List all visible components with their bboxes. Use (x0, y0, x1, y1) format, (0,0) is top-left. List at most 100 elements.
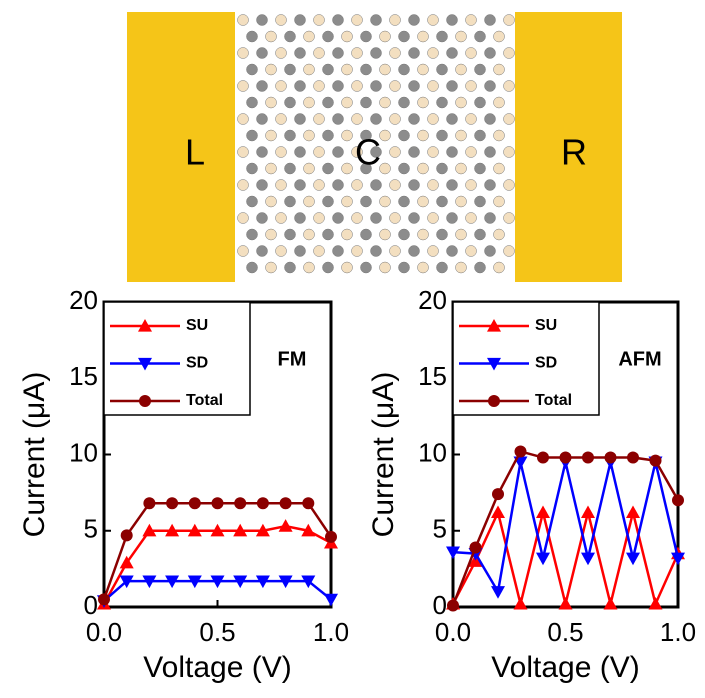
atom (504, 114, 515, 125)
atom (352, 48, 363, 59)
atom (333, 246, 344, 257)
atom (276, 15, 287, 26)
atom (314, 147, 325, 158)
marker (280, 497, 292, 509)
atom (485, 213, 496, 224)
atom (238, 246, 249, 257)
marker (581, 505, 595, 518)
atom (361, 31, 372, 42)
atom (247, 229, 258, 240)
atom (323, 163, 334, 174)
atom (342, 64, 353, 75)
atom (428, 147, 439, 158)
atom (475, 262, 486, 273)
marker (560, 452, 572, 464)
y-axis-title: Current (μA) (18, 372, 51, 538)
atom (276, 81, 287, 92)
marker (279, 519, 293, 532)
marker (672, 494, 684, 506)
legend-box (104, 302, 250, 415)
atom (409, 48, 420, 59)
atom (266, 130, 277, 141)
atom (475, 130, 486, 141)
atom (494, 196, 505, 207)
marker (515, 445, 527, 457)
atom (475, 196, 486, 207)
atom (466, 180, 477, 191)
atom (323, 97, 334, 108)
atom (447, 213, 458, 224)
atom (390, 48, 401, 59)
atom (361, 229, 372, 240)
atom (257, 246, 268, 257)
atom (456, 262, 467, 273)
atom (266, 196, 277, 207)
marker (604, 597, 618, 610)
atom (437, 130, 448, 141)
atom (428, 180, 439, 191)
marker (212, 497, 224, 509)
marker (470, 542, 482, 554)
marker (302, 497, 314, 509)
atom (247, 262, 258, 273)
atom (238, 180, 249, 191)
atom (447, 48, 458, 59)
marker (121, 529, 133, 541)
atom (371, 180, 382, 191)
atom (333, 180, 344, 191)
atom (399, 31, 410, 42)
atom (257, 81, 268, 92)
atom (247, 196, 258, 207)
atom (456, 64, 467, 75)
atom (333, 48, 344, 59)
atom (494, 31, 505, 42)
atom (380, 31, 391, 42)
atom (456, 130, 467, 141)
atom (485, 48, 496, 59)
atom (447, 114, 458, 125)
channel-label: C (355, 132, 381, 173)
atom (276, 180, 287, 191)
atom (409, 114, 420, 125)
atom (475, 31, 486, 42)
atom (352, 213, 363, 224)
atom (285, 130, 296, 141)
atom (399, 97, 410, 108)
legend-label: SU (535, 317, 557, 334)
atom (304, 262, 315, 273)
marker (166, 497, 178, 509)
y-tick-label: 10 (418, 437, 447, 467)
atom (361, 196, 372, 207)
marker (139, 395, 151, 407)
atom (409, 180, 420, 191)
atom (304, 64, 315, 75)
atom (266, 64, 277, 75)
atom (314, 15, 325, 26)
atom (390, 81, 401, 92)
marker (650, 455, 662, 467)
atom (418, 262, 429, 273)
atom (390, 180, 401, 191)
atom (285, 64, 296, 75)
atom (276, 48, 287, 59)
atom (437, 64, 448, 75)
atom (238, 15, 249, 26)
marker (582, 452, 594, 464)
atom (295, 48, 306, 59)
atom (314, 213, 325, 224)
atom (323, 64, 334, 75)
marker (536, 553, 550, 566)
legend-label: SU (186, 317, 208, 334)
marker (627, 452, 639, 464)
atom (504, 180, 515, 191)
atom (342, 262, 353, 273)
atom (342, 196, 353, 207)
atom (295, 81, 306, 92)
atom (437, 262, 448, 273)
atom (380, 229, 391, 240)
atom (314, 180, 325, 191)
legend-label: Total (535, 392, 572, 409)
atom (418, 163, 429, 174)
atom (314, 81, 325, 92)
atom (371, 48, 382, 59)
